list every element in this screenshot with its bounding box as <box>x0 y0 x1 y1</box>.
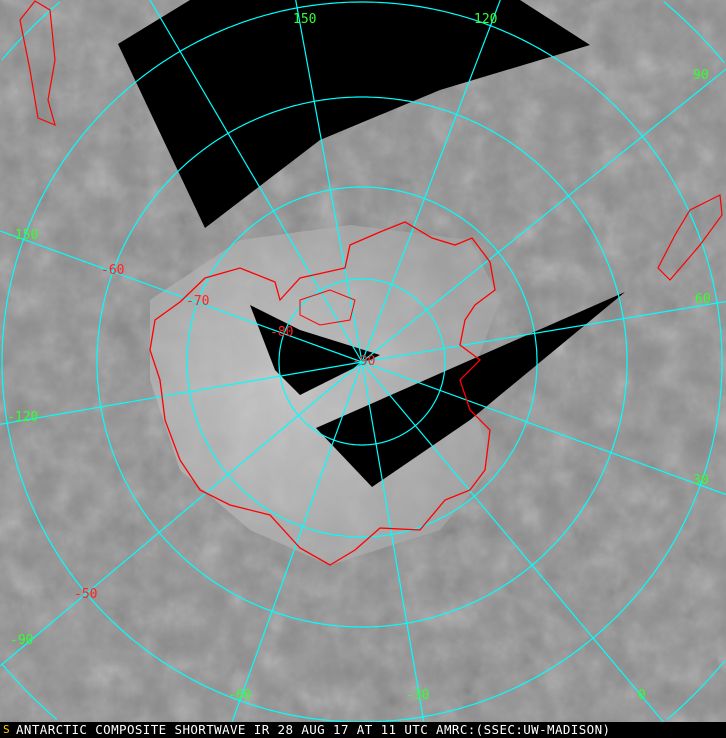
meridian-line <box>0 361 363 425</box>
meridian-line <box>361 361 726 496</box>
meridian-line <box>0 230 363 363</box>
latitude-circle <box>278 278 446 446</box>
lon-label-120: 120 <box>474 12 498 27</box>
lon-label-minus150: -150 <box>7 228 39 243</box>
latitude-circle <box>1 1 726 720</box>
lat-label-minus80: -80 <box>270 325 294 340</box>
lon-label-150: 150 <box>293 12 317 27</box>
new-zealand-coast <box>19 0 56 127</box>
antarctic-coastline <box>149 221 496 566</box>
ice-shelf-outline <box>299 289 356 326</box>
meridian-line <box>361 0 501 363</box>
meridian-line <box>361 300 726 363</box>
no-data-wedge-top <box>118 0 590 228</box>
lon-label-0: 0 <box>638 688 646 703</box>
lon-label-minus120: -120 <box>7 410 39 425</box>
ssec-logo: S <box>3 723 10 736</box>
meridian-line <box>361 68 726 363</box>
no-data-wedge-right <box>316 292 625 487</box>
latitude-circle <box>1 1 723 722</box>
meridian-line <box>0 361 363 667</box>
graticule <box>0 0 726 722</box>
lat-label-minus90: -90 <box>352 354 376 369</box>
map-canvas <box>0 0 726 722</box>
lon-label-30: 30 <box>693 473 709 488</box>
no-data-wedge-center <box>250 305 380 395</box>
meridian-line <box>361 361 664 722</box>
lon-label-minus60: -60 <box>228 688 252 703</box>
meridian-line <box>295 0 363 363</box>
lon-label-60: 60 <box>695 292 711 307</box>
lat-label-minus50: -50 <box>74 587 98 602</box>
meridian-line <box>149 0 363 363</box>
lat-label-minus60: -60 <box>101 263 125 278</box>
image-caption: ANTARCTIC COMPOSITE SHORTWAVE IR 28 AUG … <box>0 722 726 738</box>
latitude-circle <box>186 186 538 538</box>
meridian-line <box>231 361 363 722</box>
meridian-line <box>361 361 425 722</box>
lon-label-90: 90 <box>693 68 709 83</box>
latitude-circle <box>96 96 628 628</box>
lon-label-minus30: -30 <box>406 688 430 703</box>
south-america-coast <box>657 194 723 281</box>
ice-sheet <box>150 225 500 565</box>
lat-label-minus70: -70 <box>186 294 210 309</box>
lon-label-minus90: -90 <box>10 633 34 648</box>
